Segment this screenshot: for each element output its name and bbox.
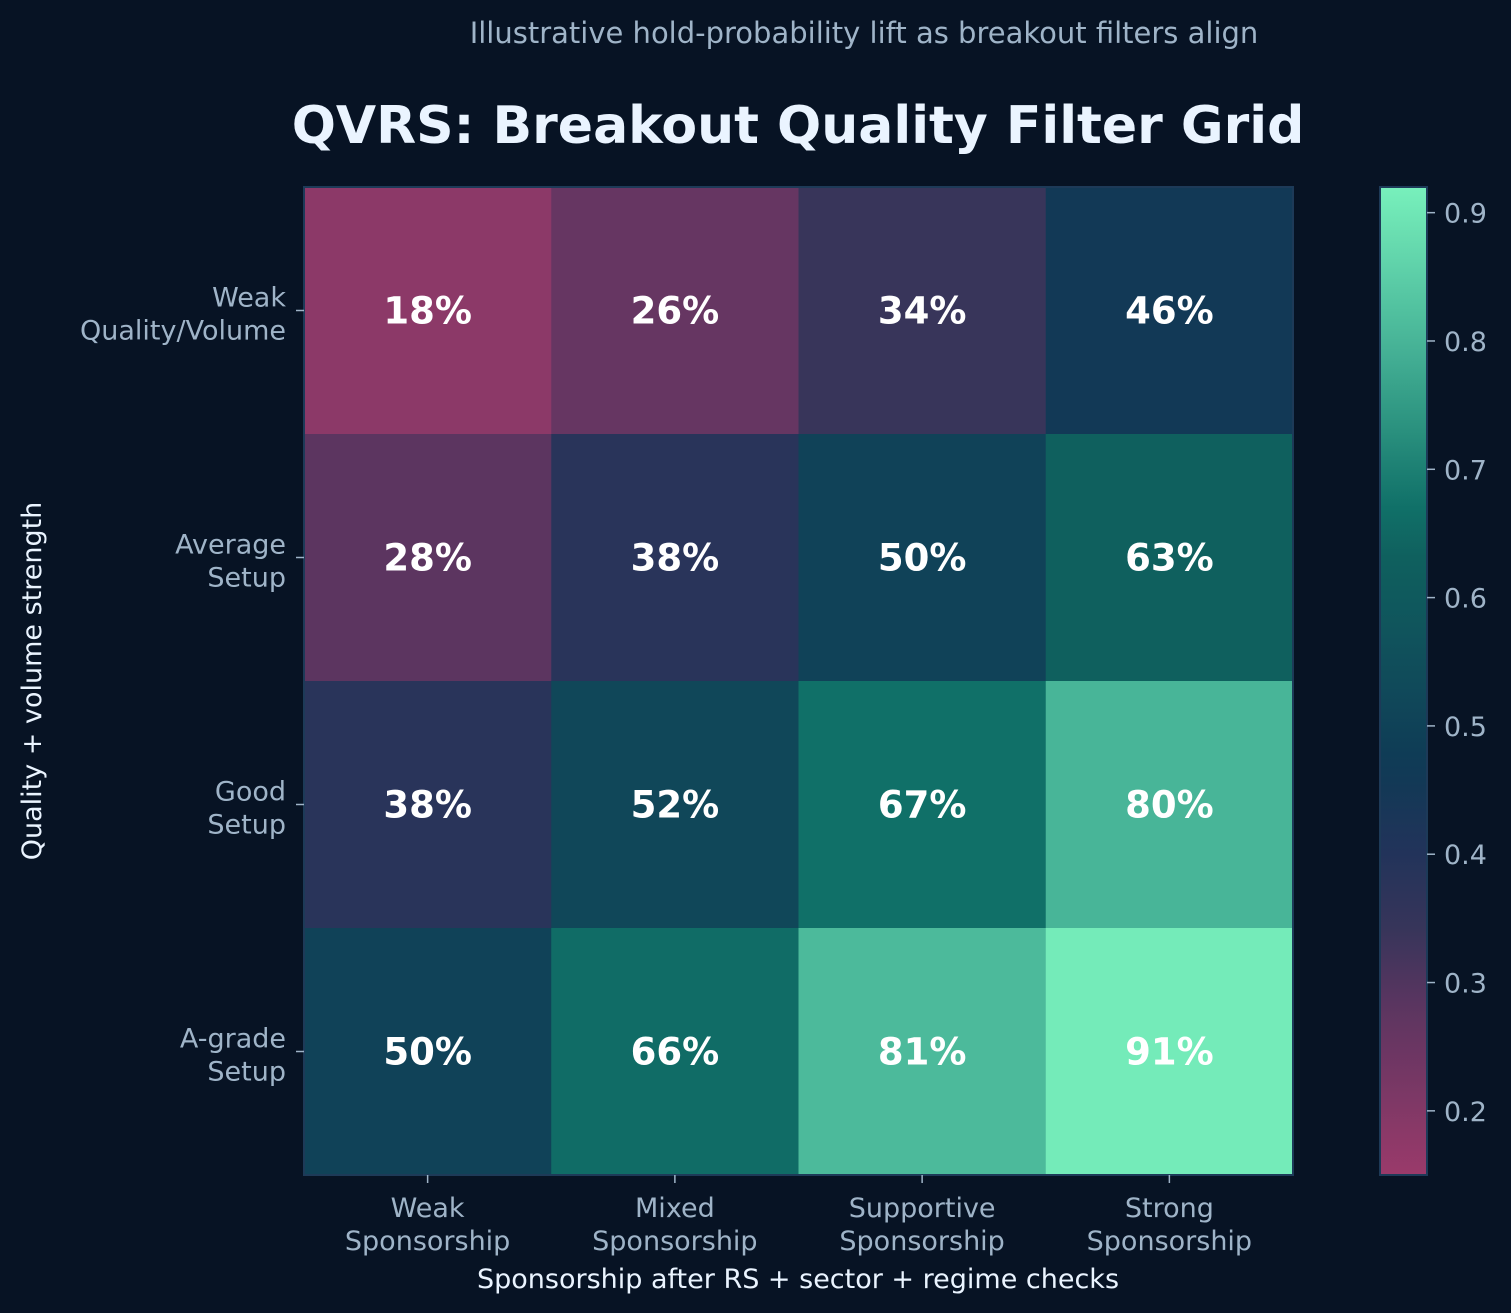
cell-label: 38% <box>383 784 472 827</box>
cell-label: 28% <box>383 537 472 580</box>
chart-title: QVRS: Breakout Quality Filter Grid <box>292 96 1305 156</box>
heatmap-cell <box>1045 187 1294 435</box>
cell-label: 38% <box>631 537 720 580</box>
cell-label: 67% <box>878 784 967 827</box>
x-tick-label: Supportive <box>849 1193 996 1224</box>
heatmap-cell <box>798 187 1047 435</box>
heatmap-cell <box>304 681 552 929</box>
y-tick-label: Setup <box>207 563 286 594</box>
heatmap-cell <box>798 681 1047 929</box>
cell-label: 91% <box>1125 1031 1214 1074</box>
x-tick-label: Sponsorship <box>592 1226 757 1257</box>
y-axis-label: Quality + volume strength <box>17 502 48 861</box>
heatmap-cell <box>798 434 1047 682</box>
heatmap-cell <box>304 434 552 682</box>
y-tick-label: Quality/Volume <box>80 316 286 347</box>
cell-label: 52% <box>631 784 720 827</box>
cell-label: 26% <box>631 290 720 333</box>
cell-label: 80% <box>1125 784 1214 827</box>
heatmap-cell <box>551 681 799 929</box>
heatmap-cell <box>551 187 799 435</box>
x-axis-label: Sponsorship after RS + sector + regime c… <box>477 1264 1119 1295</box>
heatmap-cell <box>1045 681 1294 929</box>
colorbar-tick-label: 0.6 <box>1444 584 1487 615</box>
colorbar-tick-label: 0.2 <box>1444 1097 1487 1128</box>
colorbar-tick-label: 0.3 <box>1444 969 1487 1000</box>
heatmap-cell <box>304 187 552 435</box>
colorbar-tick-label: 0.9 <box>1444 199 1487 230</box>
heatmap-cell <box>1045 928 1294 1176</box>
y-tick-label: Good <box>215 777 286 808</box>
x-tick-label: Strong <box>1125 1193 1214 1224</box>
cell-label: 50% <box>878 537 967 580</box>
x-tick-label: Sponsorship <box>345 1226 510 1257</box>
chart-subtitle: Illustrative hold-probability lift as br… <box>470 16 1259 50</box>
heatmap-cell <box>798 928 1047 1176</box>
cell-label: 34% <box>878 290 967 333</box>
cell-label: 18% <box>383 290 472 333</box>
heatmap-cell <box>551 928 799 1176</box>
y-tick-label: A-grade <box>180 1024 286 1055</box>
cell-label: 63% <box>1125 537 1214 580</box>
heatmap-cell <box>304 928 552 1176</box>
colorbar-tick-label: 0.7 <box>1444 455 1487 486</box>
y-tick-label: Average <box>175 530 286 561</box>
y-tick-label: Setup <box>207 810 286 841</box>
colorbar-tick-label: 0.4 <box>1444 840 1487 871</box>
cell-label: 46% <box>1125 290 1214 333</box>
colorbar-tick-label: 0.8 <box>1444 327 1487 358</box>
y-tick-label: Weak <box>212 283 286 314</box>
x-tick-label: Sponsorship <box>1087 1226 1252 1257</box>
x-tick-label: Weak <box>391 1193 465 1224</box>
heatmap-cell <box>551 434 799 682</box>
y-tick-label: Setup <box>207 1057 286 1088</box>
colorbar <box>1379 186 1428 1176</box>
heatmap-cell <box>1045 434 1294 682</box>
plot-frame <box>303 186 1294 1176</box>
cell-label: 50% <box>383 1031 472 1074</box>
cell-label: 66% <box>631 1031 720 1074</box>
x-tick-label: Mixed <box>635 1193 715 1224</box>
cell-label: 81% <box>878 1031 967 1074</box>
x-tick-label: Sponsorship <box>839 1226 1004 1257</box>
colorbar-tick-label: 0.5 <box>1444 712 1487 743</box>
